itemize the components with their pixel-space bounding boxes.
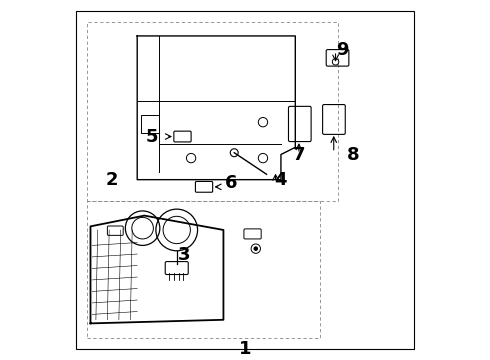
Circle shape [254, 247, 258, 251]
Text: 3: 3 [178, 246, 190, 264]
Bar [141, 115, 159, 133]
Text: 7: 7 [293, 145, 305, 163]
Text: 9: 9 [336, 41, 348, 59]
Text: 6: 6 [224, 174, 237, 192]
Bar [87, 201, 320, 338]
Text: 2: 2 [106, 171, 118, 189]
Text: 4: 4 [275, 171, 287, 189]
Text: 1: 1 [239, 339, 251, 357]
Text: 8: 8 [346, 145, 359, 163]
Bar [87, 22, 339, 201]
Text: 5: 5 [146, 127, 158, 145]
